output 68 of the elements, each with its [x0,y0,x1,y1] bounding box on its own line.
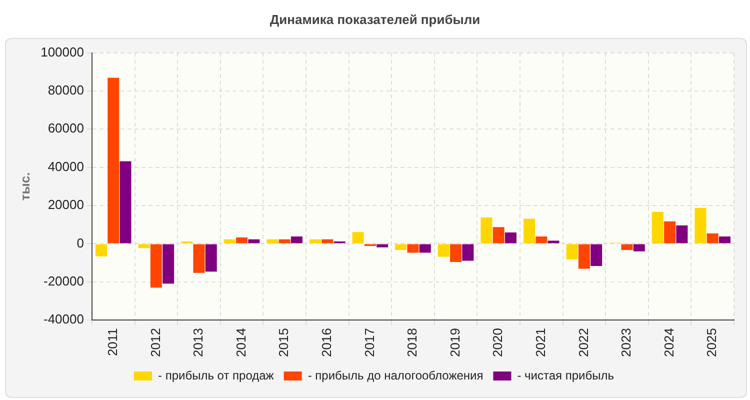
y-tick-label: -20000 [43,273,84,288]
bar [694,208,706,244]
y-tick-label: 20000 [48,197,84,212]
bar [664,221,676,244]
bar [566,244,578,260]
bar [352,232,364,244]
bar [266,239,278,244]
x-tick-label: 2023 [618,328,634,357]
bar [120,161,132,244]
bar [95,244,108,256]
bar [621,244,633,250]
bar [236,237,248,244]
bar [248,239,260,244]
y-tick-label: -40000 [43,312,84,327]
bar [462,244,474,261]
bar [633,244,645,252]
bar [322,239,334,244]
bar [278,239,290,244]
chart-title: Динамика показателей прибыли [268,12,482,27]
bar [407,244,419,253]
y-tick-label: 0 [76,235,84,250]
bar [548,240,560,244]
x-tick-label: 2017 [362,328,377,357]
y-tick-label: 40000 [48,158,84,174]
bar [438,244,450,257]
bar [578,244,590,269]
x-tick-label: 2012 [148,328,163,357]
x-tick-label: 2022 [576,328,591,357]
x-tick-label: 2025 [704,328,720,357]
y-tick-label: 60000 [48,120,84,136]
bar [718,236,730,244]
bar [590,244,602,266]
bar [492,227,504,244]
bar [419,244,431,253]
bar [480,217,492,244]
y-axis-title: тыс. [17,172,32,201]
bar [395,244,407,250]
bar [536,236,548,244]
legend-label: - чистая прибыль [517,368,614,382]
bar [193,244,205,273]
x-tick-label: 2015 [276,328,292,357]
bar [150,244,162,288]
x-tick-label: 2019 [447,328,462,357]
bar [524,218,536,244]
bar [310,239,322,244]
x-tick-label: 2014 [233,328,248,357]
bar [205,244,217,272]
bar [676,225,688,244]
bar [162,244,174,284]
bar [706,233,718,244]
x-tick-label: 2011 [104,328,120,356]
y-tick-label: 80000 [48,82,84,98]
x-tick-label: 2018 [404,328,420,357]
bar [290,236,302,244]
x-tick-label: 2016 [318,328,334,357]
bar [504,232,516,244]
bar [450,244,462,262]
bar [652,212,664,244]
y-tick-label: 100000 [40,44,84,60]
x-tick-label: 2024 [661,328,676,357]
legend-label: - прибыль до налогообложения [308,368,484,382]
x-tick-label: 2020 [490,328,506,357]
bar [376,244,388,248]
x-tick-label: 2013 [190,328,206,357]
x-tick-label: 2021 [532,328,548,357]
legend-label: - прибыль от продаж [158,368,274,382]
bar [224,239,236,244]
bar [138,244,150,248]
